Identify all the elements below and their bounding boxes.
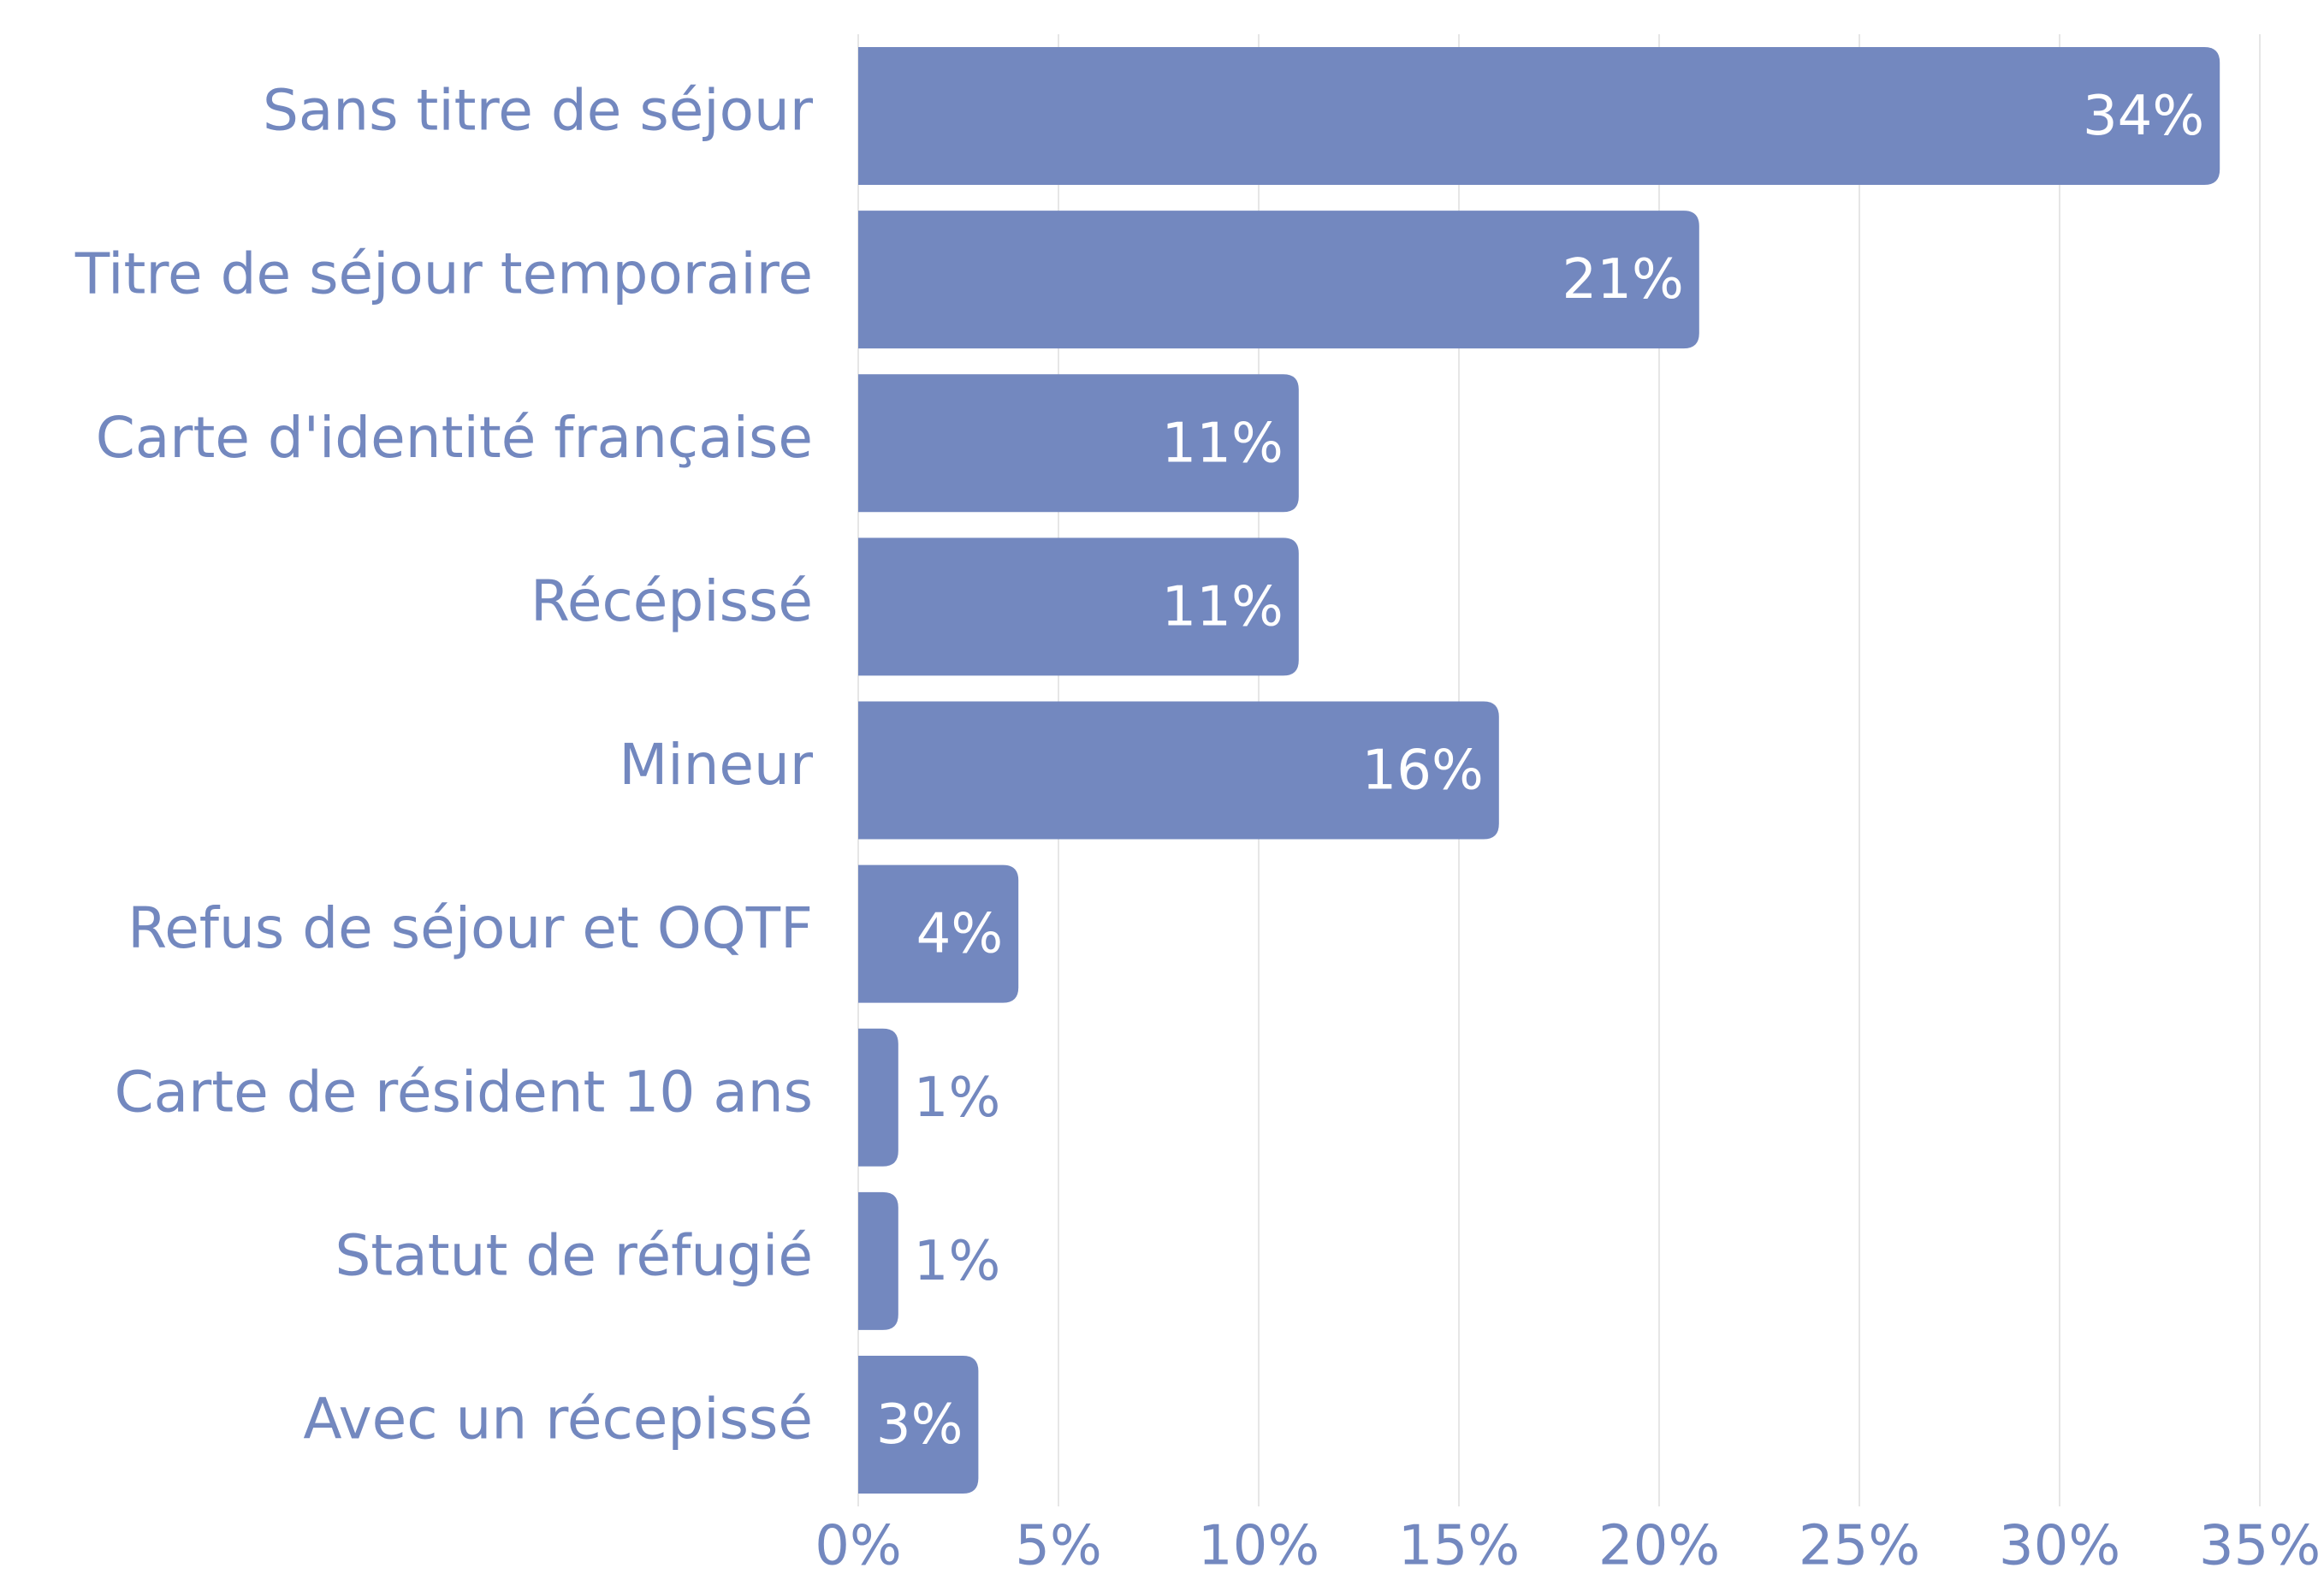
y-tick-label: Carte de résident 10 ans [115,1059,813,1125]
data-label: 21% [1562,248,1684,312]
data-label: 4% [916,903,1004,966]
y-tick-label: Récépissé [531,568,813,634]
y-tick-label: Refus de séjour et OQTF [127,895,813,961]
x-tick-label: 5% [1015,1515,1102,1571]
x-tick-label: 30% [1999,1515,2120,1571]
data-label: 1% [914,1066,1001,1130]
data-label: 16% [1362,739,1484,803]
data-label: 11% [1162,575,1284,639]
x-tick-label: 15% [1398,1515,1520,1571]
data-label: 1% [914,1230,1001,1293]
bar [858,864,1019,1003]
y-tick-label: Carte d'identité française [96,405,813,471]
bar [858,374,1299,513]
bar [858,538,1299,676]
bar [858,701,1499,840]
x-tick-label: 0% [815,1515,902,1571]
y-tick-label: Titre de séjour temporaire [74,241,813,307]
y-tick-label: Statut de réfugié [335,1222,813,1288]
bar [858,47,2220,186]
y-tick-label: Avec un récepissé [303,1387,813,1452]
bar [858,1191,898,1330]
data-label: 3% [876,1393,963,1457]
bar [858,1355,979,1494]
y-tick-label: Mineur [619,732,814,798]
x-tick-label: 20% [1598,1515,1720,1571]
data-label: 11% [1162,412,1284,475]
bar [858,1028,898,1167]
x-tick-label: 25% [1799,1515,1920,1571]
x-tick-label: 35% [2199,1515,2321,1571]
data-label: 34% [2083,85,2204,148]
bar [858,211,1699,349]
y-tick-label: Sans titre de séjour [263,78,814,144]
x-tick-label: 10% [1198,1515,1319,1571]
